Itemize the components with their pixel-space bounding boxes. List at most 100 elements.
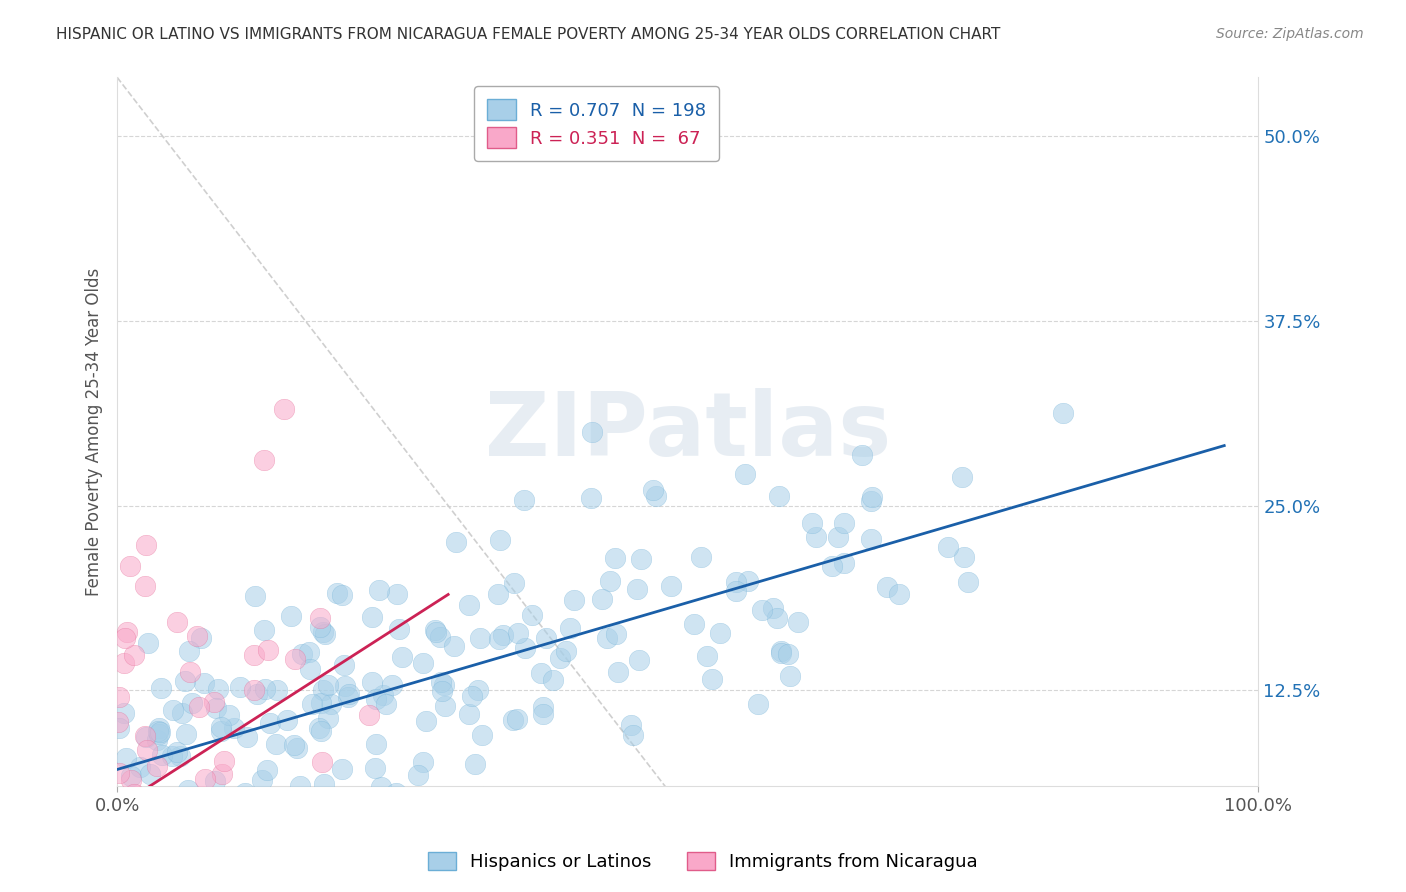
Point <box>129 760 152 774</box>
Point <box>146 723 169 738</box>
Point <box>461 689 484 703</box>
Point <box>531 699 554 714</box>
Point <box>280 609 302 624</box>
Point <box>114 868 136 882</box>
Text: HISPANIC OR LATINO VS IMMIGRANTS FROM NICARAGUA FEMALE POVERTY AMONG 25-34 YEAR : HISPANIC OR LATINO VS IMMIGRANTS FROM NI… <box>56 27 1001 42</box>
Point <box>541 673 564 687</box>
Point <box>236 730 259 744</box>
Point <box>108 690 131 705</box>
Point <box>225 838 247 853</box>
Point <box>139 767 162 781</box>
Point <box>696 649 718 664</box>
Point <box>129 868 152 882</box>
Point <box>149 724 172 739</box>
Point <box>443 640 465 654</box>
Point <box>827 530 849 544</box>
Point <box>122 648 145 662</box>
Point <box>188 800 211 814</box>
Point <box>207 681 229 696</box>
Point <box>162 702 184 716</box>
Point <box>299 662 322 676</box>
Point <box>468 631 491 645</box>
Point <box>506 626 529 640</box>
Point <box>112 820 135 834</box>
Point <box>492 628 515 642</box>
Point <box>534 631 557 645</box>
Point <box>120 868 142 882</box>
Point <box>246 687 269 701</box>
Point <box>242 823 264 838</box>
Point <box>169 749 191 764</box>
Point <box>339 687 361 701</box>
Point <box>136 742 159 756</box>
Point <box>876 580 898 594</box>
Point <box>117 792 139 806</box>
Point <box>211 766 233 780</box>
Point <box>135 731 157 745</box>
Point <box>683 616 706 631</box>
Point <box>291 647 314 661</box>
Point <box>243 648 266 662</box>
Point <box>308 611 330 625</box>
Point <box>190 631 212 645</box>
Text: ZIPatlas: ZIPatlas <box>485 388 891 475</box>
Point <box>506 712 529 726</box>
Point <box>186 629 208 643</box>
Point <box>108 868 131 882</box>
Point <box>180 696 202 710</box>
Point <box>219 868 242 882</box>
Point <box>330 762 353 776</box>
Point <box>768 489 790 503</box>
Point <box>209 720 232 734</box>
Point <box>433 677 456 691</box>
Point <box>148 721 170 735</box>
Point <box>314 627 336 641</box>
Point <box>337 690 360 704</box>
Point <box>555 643 578 657</box>
Point <box>953 550 976 565</box>
Point <box>259 715 281 730</box>
Point <box>406 768 429 782</box>
Point <box>579 491 602 505</box>
Point <box>122 787 145 801</box>
Point <box>316 711 339 725</box>
Point <box>107 765 129 780</box>
Point <box>136 636 159 650</box>
Point <box>309 619 332 633</box>
Y-axis label: Female Poverty Among 25-34 Year Olds: Female Poverty Among 25-34 Year Olds <box>86 268 103 596</box>
Point <box>285 740 308 755</box>
Point <box>359 708 381 723</box>
Point <box>486 587 509 601</box>
Point <box>136 829 159 843</box>
Point <box>957 574 980 589</box>
Point <box>112 868 135 882</box>
Point <box>325 811 347 825</box>
Point <box>188 700 211 714</box>
Point <box>429 630 451 644</box>
Point <box>134 845 156 859</box>
Point <box>326 585 349 599</box>
Point <box>467 683 489 698</box>
Point <box>309 724 332 739</box>
Point <box>288 779 311 793</box>
Point <box>770 644 793 658</box>
Legend: Hispanics or Latinos, Immigrants from Nicaragua: Hispanics or Latinos, Immigrants from Ni… <box>422 845 984 879</box>
Point <box>860 490 883 504</box>
Point <box>620 718 643 732</box>
Point <box>179 665 201 679</box>
Point <box>107 721 129 735</box>
Point <box>181 838 204 853</box>
Point <box>804 530 827 544</box>
Point <box>224 829 246 843</box>
Point <box>276 713 298 727</box>
Point <box>312 683 335 698</box>
Point <box>786 615 808 630</box>
Point <box>177 783 200 797</box>
Point <box>564 593 586 607</box>
Point <box>233 786 256 800</box>
Point <box>596 631 619 645</box>
Point <box>643 483 665 498</box>
Point <box>859 493 882 508</box>
Point <box>502 713 524 727</box>
Point <box>361 610 384 624</box>
